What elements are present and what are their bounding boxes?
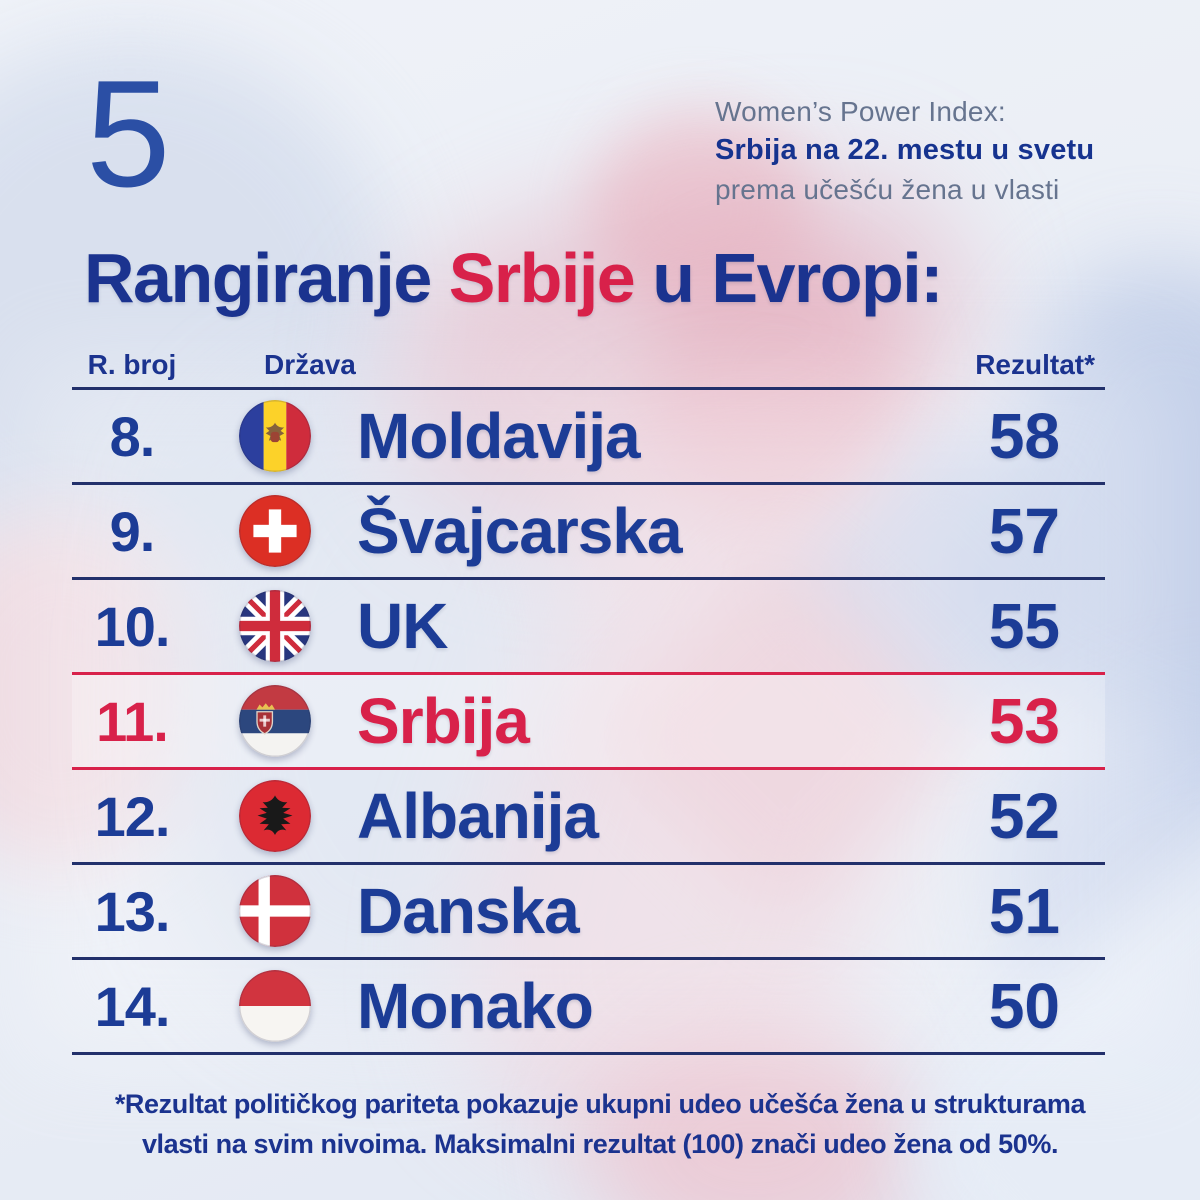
column-header-rank: R. broj (87, 349, 177, 380)
intro-block: Women’s Power Index: Srbija na 22. mestu… (715, 92, 1094, 209)
intro-line-1: Women’s Power Index: (715, 96, 1006, 127)
monaco-flag-icon (192, 970, 357, 1042)
score-value: 53 (988, 685, 1060, 757)
column-header-score: Rezultat* (975, 349, 1095, 380)
rank-cell: 8. (109, 404, 156, 468)
intro-line-3: prema učešću žena u vlasti (715, 174, 1060, 205)
title-part-2: u Evropi: (634, 239, 943, 317)
country-name: Albanija (357, 780, 599, 852)
page-number: 5 (86, 49, 171, 219)
rank-cell: 11. (96, 689, 169, 753)
score-value: 58 (988, 400, 1060, 472)
score-value: 51 (988, 875, 1060, 947)
uk-flag-icon (192, 590, 357, 662)
rank-cell: 14. (94, 974, 171, 1038)
rank-cell: 12. (94, 784, 171, 848)
footnote-line-2: vlasti na svim nivoima. Maksimalni rezul… (141, 1129, 1059, 1159)
background-shape (30, 360, 1170, 1060)
country-name: Monako (357, 970, 594, 1042)
table-body: 8. Moldavija 58 9. Švajcarska 57 10. UK 55 11. Srb… (72, 390, 1105, 1055)
country-name: Srbija (357, 685, 530, 757)
footnote: *Rezultat političkog pariteta pokazuje u… (0, 1084, 1200, 1164)
table-row: 14. Monako 50 (72, 960, 1105, 1055)
rank-cell: 13. (94, 879, 171, 943)
albania-flag-icon (192, 780, 357, 852)
score-value: 52 (988, 780, 1060, 852)
rank-cell: 10. (94, 594, 171, 658)
moldova-flag-icon (192, 400, 357, 472)
score-value: 50 (988, 970, 1060, 1042)
title-part-1: Rangiranje (84, 239, 449, 317)
ranking-table: R. broj Država Rezultat* 8. Moldavija 58 9.… (72, 340, 1105, 1055)
country-name: Švajcarska (357, 495, 683, 567)
table-row: 8. Moldavija 58 (72, 390, 1105, 485)
table-row: 12. Albanija 52 (72, 770, 1105, 865)
title-highlight: Srbije (448, 239, 636, 317)
page-title: Rangiranje Srbije u Evropi: (84, 236, 944, 320)
table-row: 13. Danska 51 (72, 865, 1105, 960)
column-header-country: Država (264, 349, 356, 380)
country-name: UK (357, 590, 448, 662)
denmark-flag-icon (192, 875, 357, 947)
score-value: 55 (988, 590, 1060, 662)
table-row: 10. UK 55 (72, 580, 1105, 675)
table-row: 9. Švajcarska 57 (72, 485, 1105, 580)
rank-cell: 9. (109, 499, 156, 563)
country-name: Danska (357, 875, 580, 947)
table-header: R. broj Država Rezultat* (72, 340, 1105, 390)
switzerland-flag-icon (192, 495, 357, 567)
footnote-line-1: *Rezultat političkog pariteta pokazuje u… (114, 1089, 1086, 1119)
score-value: 57 (988, 495, 1060, 567)
table-row: 11. Srbija 53 (72, 675, 1105, 770)
country-name: Moldavija (357, 400, 641, 472)
serbia-flag-icon (192, 685, 357, 757)
intro-line-2: Srbija na 22. mestu u svetu (715, 134, 1095, 166)
